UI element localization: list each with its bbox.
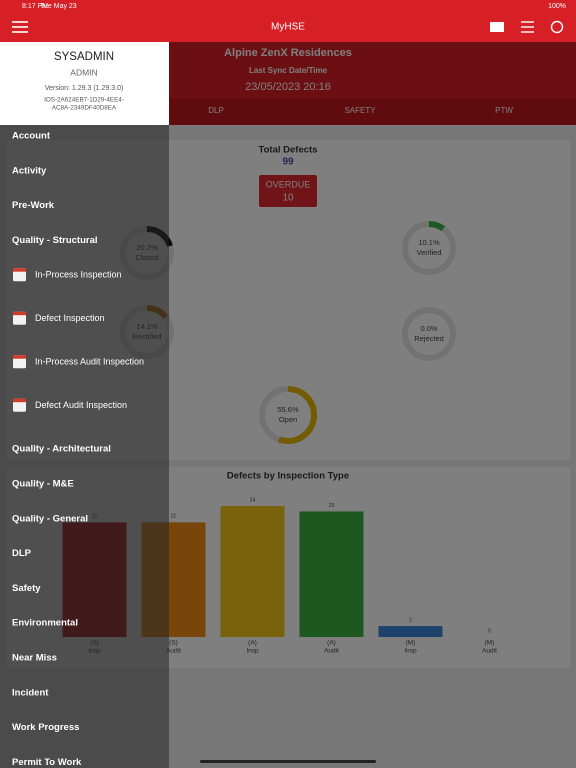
menu-item[interactable]: Permit To Work [12,757,82,768]
menu-item[interactable]: Activity [12,165,47,176]
inbox-icon[interactable] [490,22,504,32]
menu-icon-top [13,398,26,403]
menu-item[interactable]: Environmental [12,618,78,629]
status-date: Tue May 23 [40,3,77,10]
submenu-item[interactable]: In-Process Audit Inspection [35,357,144,367]
profile-name: SYSADMIN [54,51,114,63]
menu-icon-top [13,355,26,359]
side-menu [0,42,169,768]
device-id: AC8A-2349DF40D8EA [52,105,117,112]
menu-item[interactable]: Account [12,131,51,142]
status-time: 8:17 PM [22,3,48,10]
profile-box [0,42,169,125]
menu-item[interactable]: DLP [12,548,32,559]
menu-item[interactable]: Incident [12,687,49,698]
submenu-item[interactable]: Defect Audit Inspection [35,400,127,410]
menu-item[interactable]: Safety [12,583,41,594]
app-title: MyHSE [271,22,305,33]
menu-item[interactable]: Pre-Work [12,200,55,211]
menu-icon-top [13,268,26,272]
menu-items: Account Activity Pre-Work Quality - Structu… [12,131,144,768]
menu-item[interactable]: Work Progress [12,722,79,733]
submenu-item[interactable]: In-Process Inspection [35,270,122,280]
device-id: IOS-2A624EB7-1D29-4EE4- [44,97,124,104]
profile-version: Version: 1.29.3 (1.29.3.0) [45,85,124,92]
menu-item[interactable]: Quality - General [12,513,88,524]
menu-icon-top [13,311,26,316]
profile-role: ADMIN [70,67,97,77]
status-battery: 100% [548,3,566,10]
home-indicator [200,760,376,763]
refresh-icon[interactable] [550,20,564,34]
menu-item[interactable]: Quality - Structural [12,235,98,246]
menu-item[interactable]: Near Miss [12,653,57,664]
submenu-item[interactable]: Defect Inspection [35,313,105,323]
menu-item[interactable]: Quality - M&E [12,479,74,490]
app-header [0,0,576,42]
menu-button[interactable] [12,21,28,33]
menu-item[interactable]: Quality - Architectural [12,444,111,455]
list-icon[interactable] [521,21,534,33]
